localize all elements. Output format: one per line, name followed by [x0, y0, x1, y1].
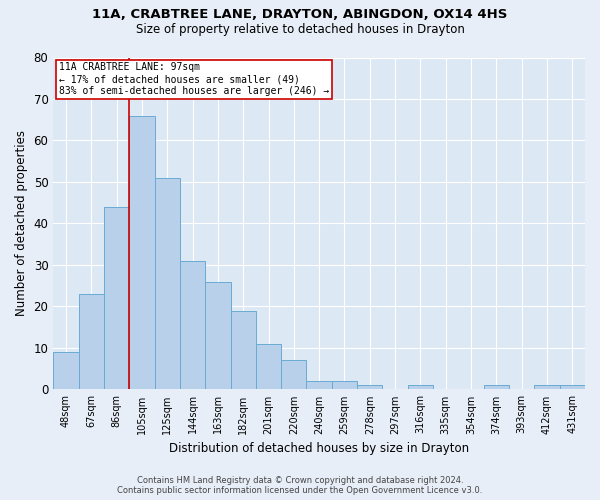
- Bar: [484, 386, 509, 390]
- X-axis label: Distribution of detached houses by size in Drayton: Distribution of detached houses by size …: [169, 442, 469, 455]
- Text: Size of property relative to detached houses in Drayton: Size of property relative to detached ho…: [136, 22, 464, 36]
- Bar: [155, 178, 180, 390]
- Bar: [560, 386, 585, 390]
- Bar: [307, 381, 332, 390]
- Bar: [129, 116, 155, 390]
- Bar: [357, 386, 382, 390]
- Text: 11A, CRABTREE LANE, DRAYTON, ABINGDON, OX14 4HS: 11A, CRABTREE LANE, DRAYTON, ABINGDON, O…: [92, 8, 508, 20]
- Bar: [332, 381, 357, 390]
- Text: 11A CRABTREE LANE: 97sqm
← 17% of detached houses are smaller (49)
83% of semi-d: 11A CRABTREE LANE: 97sqm ← 17% of detach…: [59, 62, 329, 96]
- Bar: [79, 294, 104, 390]
- Bar: [205, 282, 230, 390]
- Text: Contains HM Land Registry data © Crown copyright and database right 2024.
Contai: Contains HM Land Registry data © Crown c…: [118, 476, 482, 495]
- Bar: [281, 360, 307, 390]
- Bar: [230, 310, 256, 390]
- Bar: [535, 386, 560, 390]
- Bar: [180, 261, 205, 390]
- Bar: [53, 352, 79, 390]
- Bar: [256, 344, 281, 390]
- Y-axis label: Number of detached properties: Number of detached properties: [15, 130, 28, 316]
- Bar: [408, 386, 433, 390]
- Bar: [104, 207, 129, 390]
